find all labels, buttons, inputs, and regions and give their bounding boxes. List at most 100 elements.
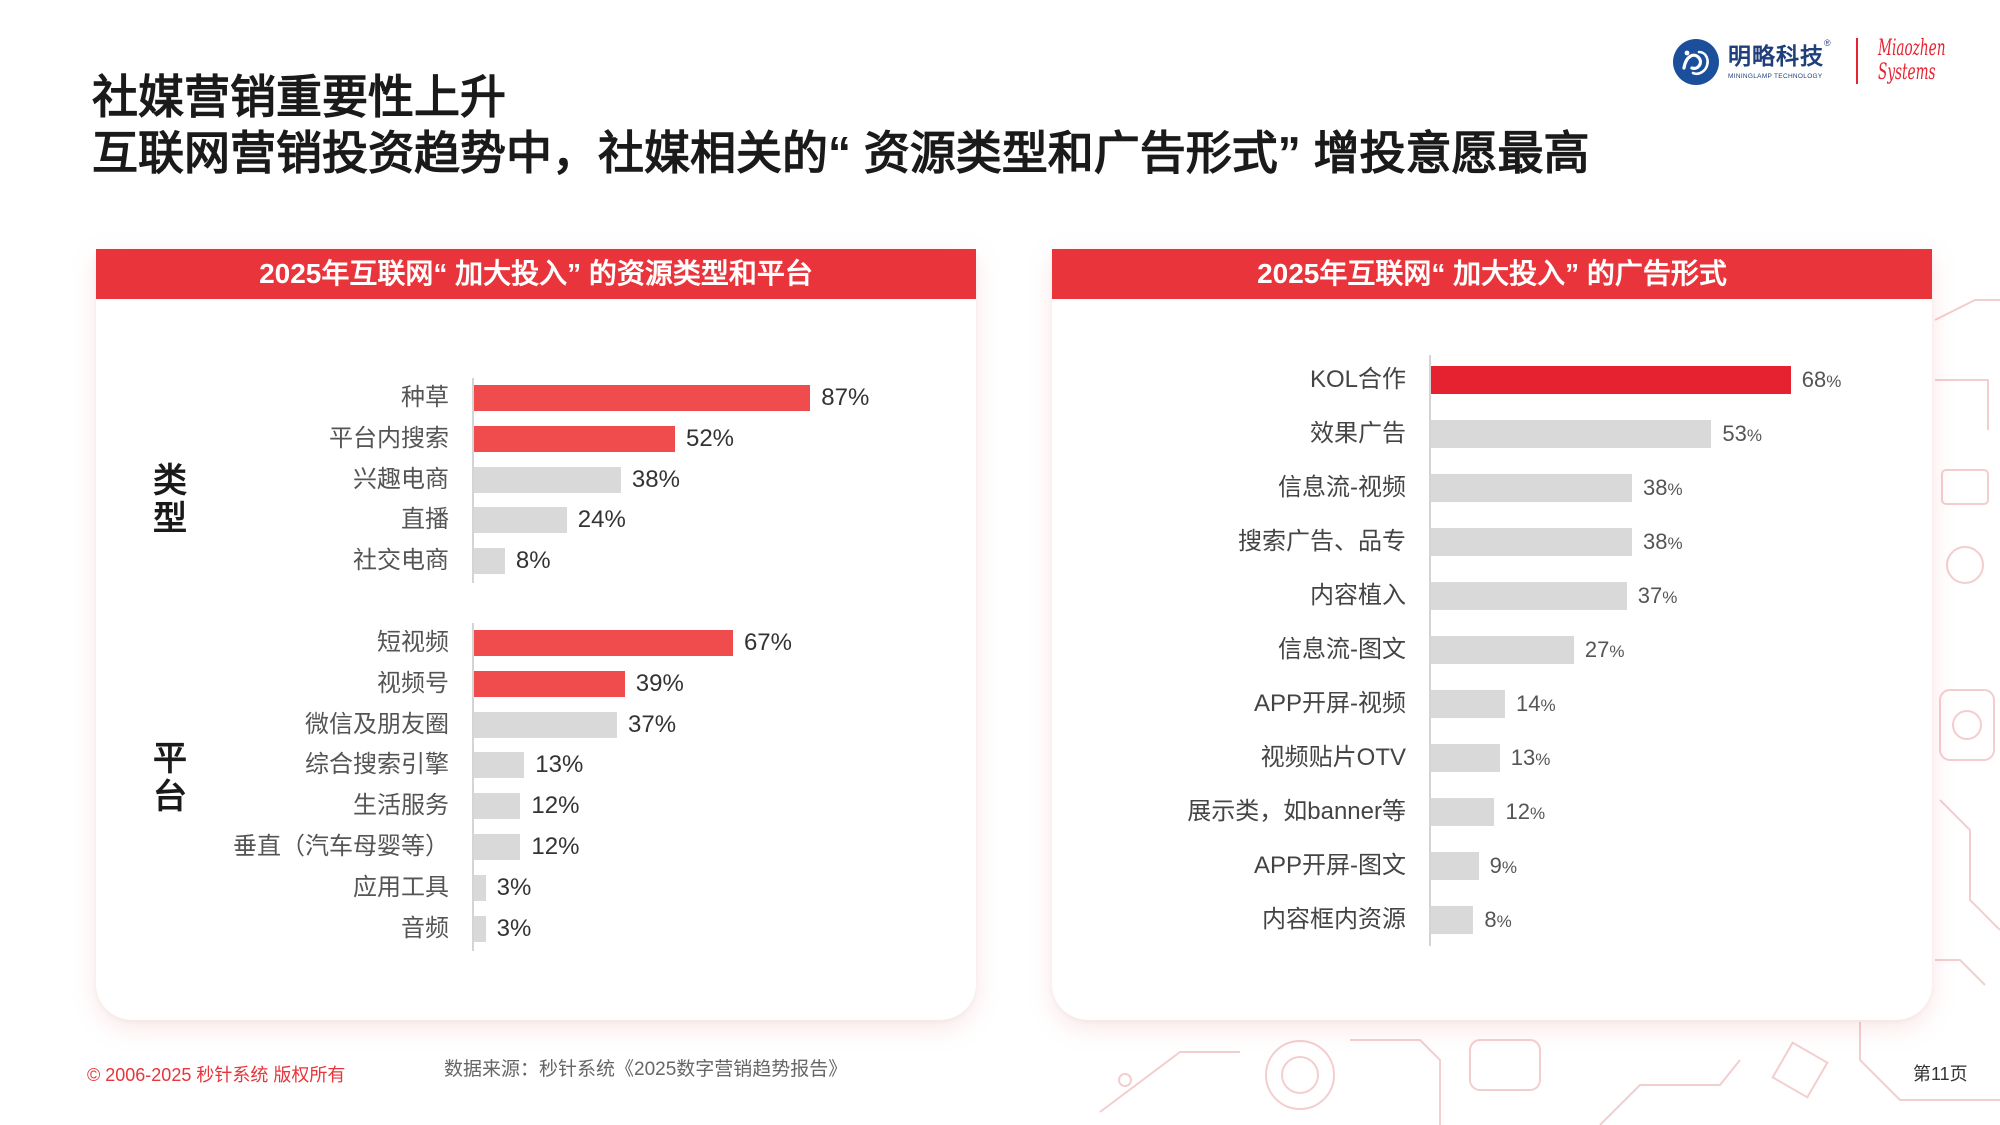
unit-label: % xyxy=(1826,372,1842,391)
unit-label: % xyxy=(558,833,580,860)
bar-value-label: 24% xyxy=(578,504,626,536)
bar-category-label: 视频贴片OTV xyxy=(1260,744,1406,771)
unit-label: % xyxy=(509,873,532,901)
bar-category-label: KOL合作 xyxy=(1309,366,1406,393)
axis-line xyxy=(1429,355,1431,946)
bar-category-label: 搜索广告、品专 xyxy=(1238,528,1406,555)
bar-value-label: 38% xyxy=(1643,525,1683,559)
bar-value: 12 xyxy=(1505,799,1530,824)
bar-category-label: 应用工具 xyxy=(353,873,449,901)
unit-label: % xyxy=(1501,858,1517,877)
bar-category-label: 短视频 xyxy=(377,629,449,656)
bar-value-label: 53% xyxy=(1722,417,1762,451)
slide-title-line2: 互联网营销投资趋势中，社媒相关的“ 资源类型和广告形式” 增投意愿最高 xyxy=(92,127,1590,179)
chart-title: 2025年互联网“ 加大投入” 的资源类型和平台 xyxy=(96,249,976,299)
bar-category-label: 微信及朋友圈 xyxy=(305,710,449,738)
decoration-node xyxy=(1118,1073,1132,1087)
bar-value-label: 68% xyxy=(1802,363,1842,397)
bar-category-label: 种草 xyxy=(401,384,449,411)
unit-label: % xyxy=(662,669,684,697)
bar-category-label: 效果广告 xyxy=(1310,420,1406,447)
decoration-node xyxy=(1265,1040,1335,1110)
unit-label: % xyxy=(712,424,735,452)
bar-value: 12 xyxy=(531,792,559,820)
decoration-line xyxy=(1859,1022,2000,1101)
slide-title-line1: 社媒营销重要性上升 xyxy=(92,71,506,123)
decoration-chip xyxy=(1941,469,1989,505)
bar-value-label: 13% xyxy=(535,749,583,781)
decoration-node xyxy=(1946,546,1984,584)
unit-label: % xyxy=(1496,912,1512,931)
bar-value-label: 14% xyxy=(1516,687,1556,721)
bar xyxy=(1431,906,1474,934)
unit-label: % xyxy=(561,751,584,779)
decoration-line xyxy=(1099,1051,1240,1113)
group-label-type: 类型 xyxy=(153,462,187,538)
bar-category-label: 兴趣电商 xyxy=(353,465,449,493)
bar-category-label: APP开屏-视频 xyxy=(1253,690,1406,717)
unit-label: % xyxy=(847,384,870,411)
bar-category-label: 垂直（汽车母婴等） xyxy=(233,833,449,860)
bar-value-label: 8% xyxy=(516,545,551,577)
bar-category-label: 视频号 xyxy=(377,669,449,697)
bar-value-label: 12% xyxy=(1505,795,1545,829)
unit-label: % xyxy=(1667,534,1683,553)
bar xyxy=(474,466,621,493)
partner-logo-line1: Miaozhen xyxy=(1878,36,1946,61)
company-logo: 明略科技 ® MININGLAMP TECHNOLOGY Miaozhen Sy… xyxy=(1672,36,1962,90)
bar xyxy=(474,915,486,942)
decoration-line xyxy=(1934,299,2000,321)
unit-label: % xyxy=(509,914,532,942)
bar-value-label: 27% xyxy=(1585,633,1625,667)
bar-category-label: 音频 xyxy=(401,914,449,942)
bar xyxy=(474,630,733,656)
bar xyxy=(474,752,525,779)
resource-platform-bar-chart: 类型 种草 87% 平台内搜索 52% 兴趣电商 38% 直播 24% 社交电商 8% 平台 短视频 67… xyxy=(96,298,976,998)
unit-label: % xyxy=(1746,426,1762,445)
bar xyxy=(474,385,811,411)
unit-label: % xyxy=(654,710,677,738)
unit-label: % xyxy=(1540,696,1556,715)
partner-logo-line2: Systems xyxy=(1878,60,1936,85)
bar-category-label: 社交电商 xyxy=(353,547,449,575)
bar-category-label: 信息流-视频 xyxy=(1278,474,1406,501)
bar-category-label: 内容框内资源 xyxy=(1262,906,1406,933)
bar-value: 8 xyxy=(515,547,530,575)
ad-format-card: 2025年互联网“ 加大投入” 的广告形式 KOL合作 68% 效果广告 53% 信息流… xyxy=(1052,249,1932,1020)
logo-brand-cn: 明略科技 xyxy=(1728,43,1824,69)
bar xyxy=(474,711,617,738)
unit-label: % xyxy=(1529,804,1546,823)
bar-value: 9 xyxy=(1489,853,1502,878)
bar xyxy=(474,834,521,860)
decoration-line xyxy=(1935,379,1989,430)
unit-label: % xyxy=(770,629,792,656)
bar-value-label: 87% xyxy=(821,382,869,414)
axis-line xyxy=(472,623,474,951)
bar-value-label: 37% xyxy=(1638,579,1678,613)
decoration-line xyxy=(1935,959,1986,986)
bar-value: 12 xyxy=(531,833,559,860)
decoration-bubble xyxy=(1469,1039,1541,1091)
ad-format-bar-chart: KOL合作 68% 效果广告 53% 信息流-视频 38% 搜索广告、品专 38% 内容植入 37… xyxy=(1052,298,1932,998)
bar-value-label: 38% xyxy=(632,464,680,496)
bar-value: 27 xyxy=(1584,637,1610,662)
bar xyxy=(1431,582,1627,610)
bar-value: 38 xyxy=(631,465,659,493)
copyright-notice: © 2006-2025 秒针系统 版权所有 xyxy=(87,1065,346,1085)
bar xyxy=(1431,744,1500,772)
bar-value: 3 xyxy=(496,873,510,901)
bar-value-label: 52% xyxy=(686,423,734,455)
bar-value: 38 xyxy=(1643,475,1668,500)
bar-value: 53 xyxy=(1722,421,1747,446)
bar-value: 68 xyxy=(1801,367,1827,392)
unit-label: % xyxy=(558,792,580,820)
bar-category-label: 直播 xyxy=(401,506,449,534)
bar-category-label: 生活服务 xyxy=(353,792,449,820)
bar-value-label: 9% xyxy=(1490,849,1517,883)
unit-label: % xyxy=(658,465,680,493)
mininglamp-logo-icon xyxy=(1673,39,1719,85)
bar xyxy=(1431,420,1712,448)
axis-line xyxy=(472,378,474,584)
bar-value: 37 xyxy=(628,710,655,738)
